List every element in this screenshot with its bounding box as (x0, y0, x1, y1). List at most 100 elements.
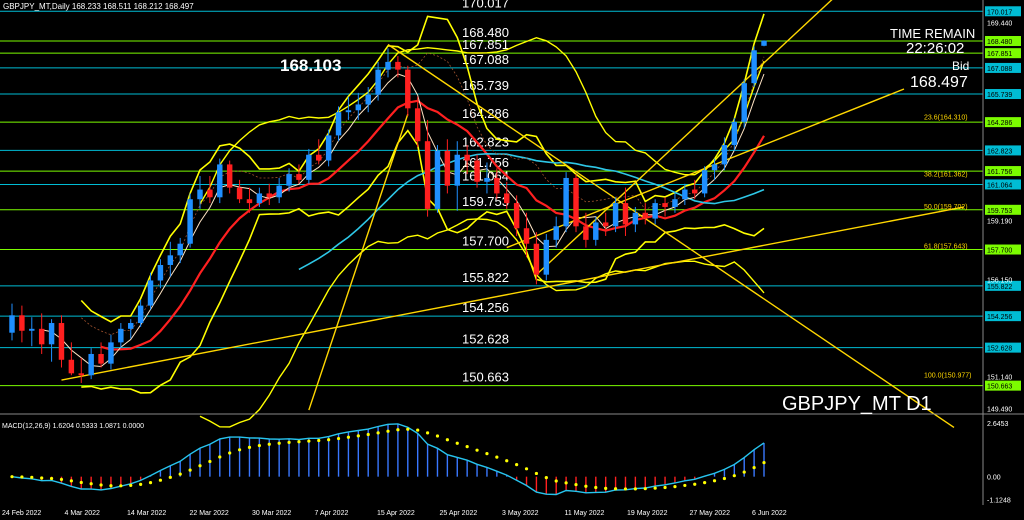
macd-signal-dot (297, 440, 301, 444)
macd-signal-dot (732, 474, 736, 478)
candle (632, 212, 639, 225)
candle (711, 164, 718, 171)
candle (108, 342, 114, 364)
macd-signal-dot (376, 431, 380, 435)
price-tag-label: 161.756 (987, 169, 1012, 176)
level-label: 154.256 (462, 300, 509, 315)
candle (118, 328, 124, 343)
candle (395, 61, 401, 70)
macd-signal-dot (317, 438, 321, 443)
candle (385, 61, 391, 70)
candle (672, 199, 678, 207)
macd-signal-dot (267, 442, 271, 446)
macd-signal-dot (742, 470, 746, 474)
candle (731, 121, 738, 146)
trend-line (506, 88, 905, 249)
x-tick-label: 24 Feb 2022 (2, 510, 41, 517)
x-tick-label: 27 May 2022 (690, 510, 731, 517)
price-tag-label: 167.851 (987, 51, 1012, 58)
candle (464, 154, 470, 161)
candle (573, 177, 579, 227)
macd-signal-dot (277, 441, 281, 445)
macd-signal-dot (416, 428, 420, 432)
candle (306, 154, 312, 180)
fib-label: 61.8(157.643) (924, 244, 968, 251)
candle (642, 212, 648, 219)
x-tick-label: 15 Apr 2022 (377, 510, 415, 517)
x-tick-label: 30 Mar 2022 (252, 510, 291, 517)
macd-label: MACD(12,26,9) 1.6204 0.5333 1.0871 0.000… (2, 423, 144, 430)
macd-signal-dot (79, 480, 83, 485)
macd-signal-dot (653, 486, 657, 490)
price-tag (985, 342, 1021, 353)
macd-signal-dot (327, 438, 331, 442)
macd-signal-dot (247, 445, 252, 450)
candle (276, 185, 282, 198)
macd-signal-dot (109, 484, 113, 488)
macd-signal-dot (139, 482, 143, 486)
candle (701, 170, 708, 194)
macd-signal-dot (218, 455, 222, 459)
candle (553, 226, 559, 240)
bid-label: Bid (952, 59, 969, 73)
watermark: GBPJPY_MT D1 (782, 393, 932, 415)
candle (523, 228, 530, 244)
price-tag (985, 62, 1021, 73)
candle (365, 94, 371, 105)
level-label: 159.753 (462, 194, 509, 209)
macd-signal-dot (148, 481, 153, 485)
level-label: 150.663 (462, 370, 509, 385)
candle (48, 323, 55, 345)
price-tag (985, 244, 1021, 255)
x-tick-label: 3 May 2022 (502, 510, 539, 517)
candle (484, 177, 490, 182)
macd-signal-dot (129, 483, 133, 487)
level-label: 167.851 (462, 37, 509, 52)
fib-label: 38.2(161.362) (924, 172, 968, 179)
candle (751, 50, 757, 84)
macd-signal-dot (515, 463, 519, 467)
price-tag-label: 155.822 (987, 284, 1012, 291)
price-tag-label: 165.739 (987, 92, 1012, 99)
candle (662, 203, 668, 207)
candle (256, 193, 263, 204)
macd-signal-dot (356, 434, 360, 438)
macd-signal-dot (99, 483, 103, 487)
level-label: 168.480 (462, 25, 509, 40)
macd-signal-dot (604, 486, 608, 491)
trend-line (387, 43, 955, 429)
x-tick-label: 22 Mar 2022 (190, 510, 229, 517)
candle (434, 150, 441, 209)
candle (325, 135, 332, 161)
macd-signal-dot (435, 434, 440, 438)
macd-signal-dot (574, 482, 578, 487)
macd-signal-dot (663, 485, 667, 490)
price-tag-label: 164.286 (987, 120, 1012, 127)
time-remain-value: 22:26:02 (906, 40, 964, 57)
price-tag (985, 380, 1021, 391)
candle (98, 353, 104, 364)
y-tick-label: 169.440 (987, 20, 1012, 27)
price-tag-label: 162.823 (987, 148, 1012, 155)
candle (296, 174, 302, 180)
macd-signal-dot (425, 431, 430, 435)
candle (197, 189, 203, 200)
candle (563, 177, 569, 227)
macd-signal-dot (198, 464, 202, 468)
candle (494, 177, 500, 194)
fib-label: 100.0(150.977) (924, 373, 971, 380)
macd-signal-dot (485, 452, 489, 456)
candle (444, 150, 451, 186)
y-tick-label: 149.490 (987, 406, 1012, 413)
candle (19, 315, 25, 331)
candle (217, 164, 223, 198)
macd-signal-dot (495, 455, 499, 459)
macd-signal-dot (445, 438, 449, 442)
x-tick-label: 4 Mar 2022 (65, 510, 101, 517)
candle (266, 193, 272, 198)
fib-label: 50.0(159.702) (924, 204, 968, 211)
macd-signal-dot (712, 479, 717, 483)
macd-signal-dot (40, 476, 44, 480)
price-tag (985, 204, 1021, 215)
